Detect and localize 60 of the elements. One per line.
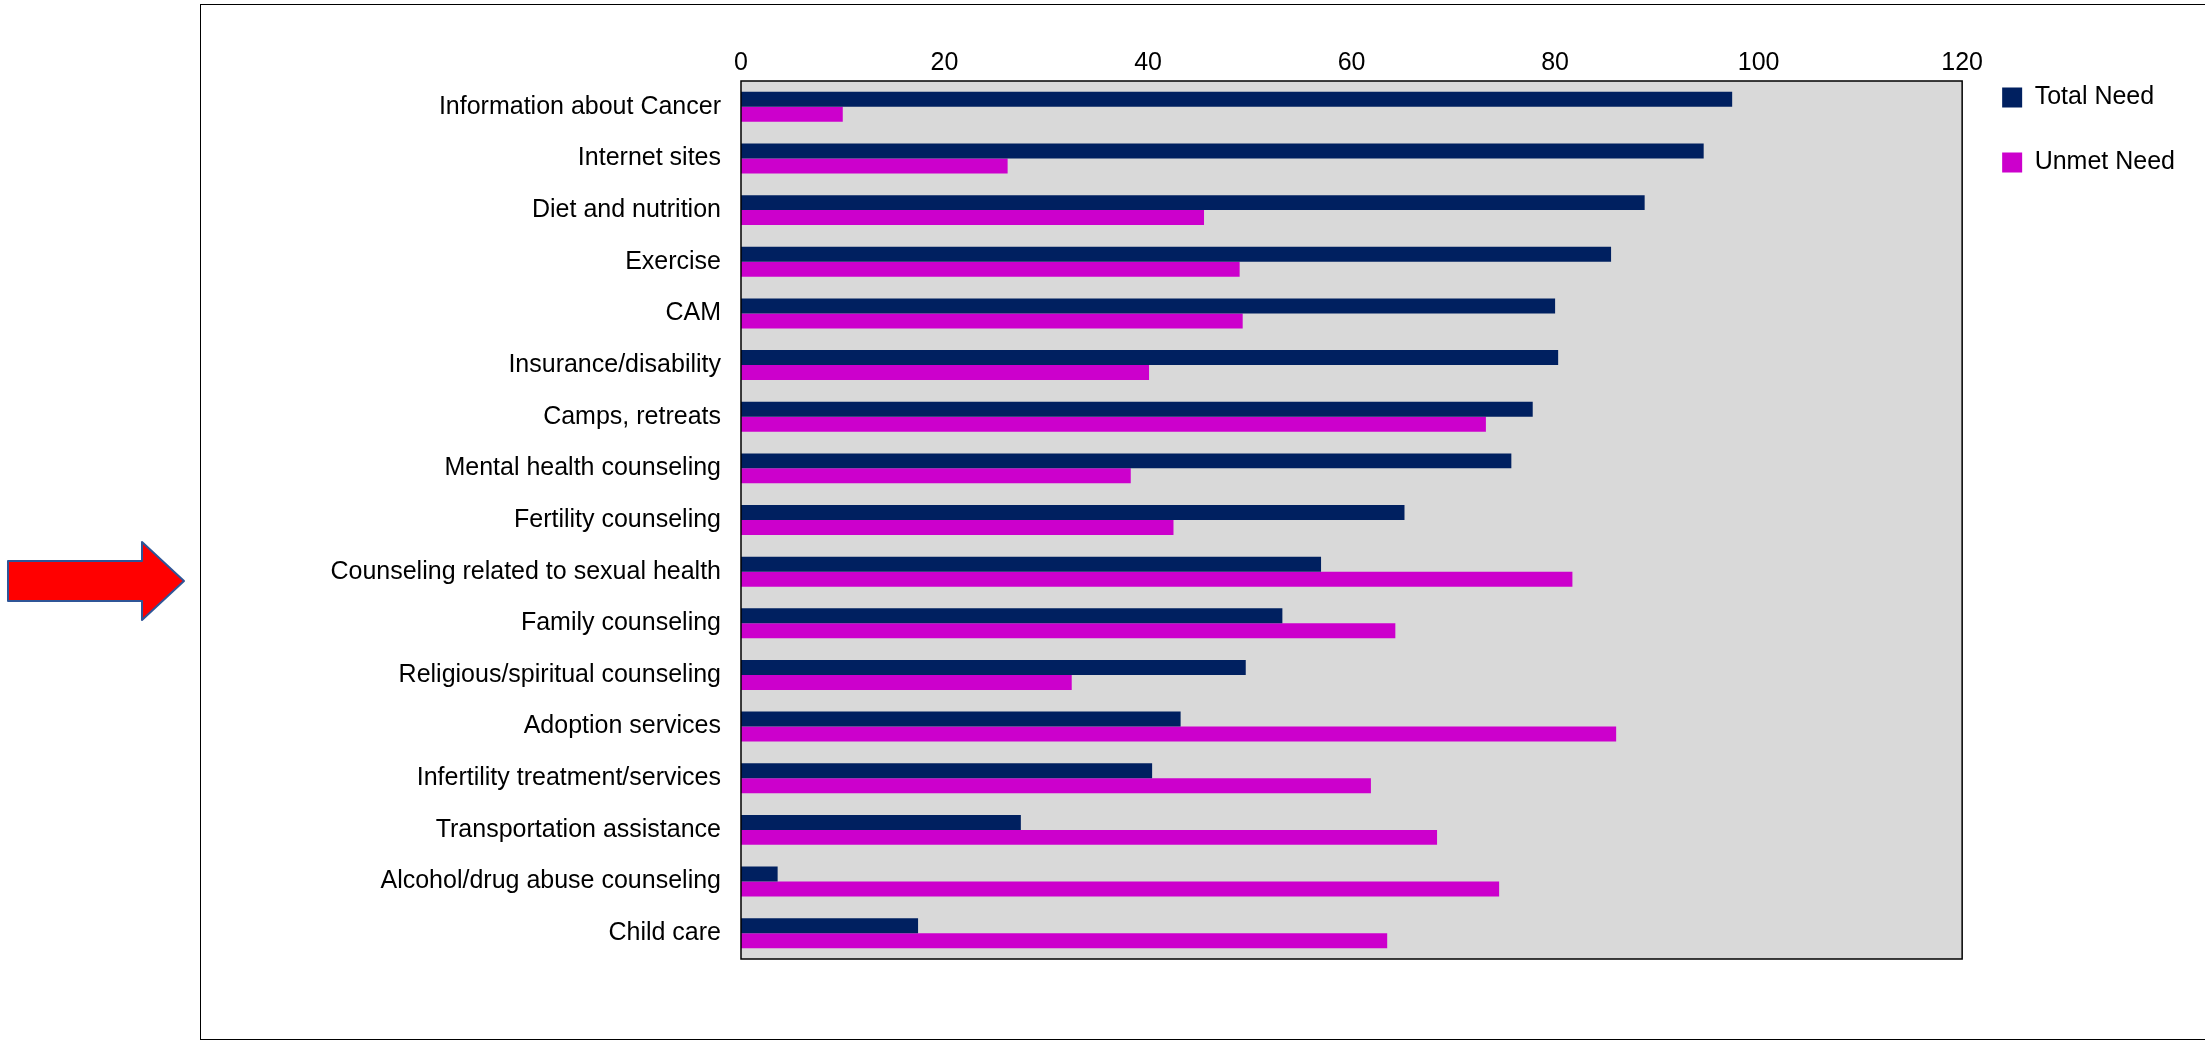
bar: [741, 520, 1174, 535]
bar: [741, 763, 1153, 779]
bar: [741, 814, 1021, 830]
bar: [741, 674, 1072, 690]
y-tick-label: CAM: [665, 297, 721, 326]
y-tick-label: Insurance/disability: [508, 348, 722, 377]
legend-label: Unmet Need: [2034, 146, 2176, 175]
bar: [741, 829, 1438, 845]
bar: [741, 106, 843, 122]
bar: [741, 556, 1322, 572]
legend-label: Total Need: [2034, 81, 2155, 110]
y-tick-label: Information about Cancer: [438, 90, 721, 119]
bar: [741, 195, 1645, 211]
bar: [741, 881, 1500, 897]
bar: [741, 91, 1733, 107]
x-tick-label: 40: [1134, 46, 1162, 75]
bar: [741, 659, 1246, 675]
y-tick-label: Mental health counseling: [444, 452, 721, 481]
x-tick-label: 0: [734, 46, 748, 75]
y-tick-label: Family counseling: [520, 607, 721, 636]
x-tick-label: 60: [1337, 46, 1366, 75]
y-tick-label: Religious/spiritual counseling: [398, 658, 721, 687]
bar: [741, 623, 1396, 639]
bar: [741, 210, 1205, 226]
bar: [741, 778, 1371, 794]
bar: [741, 350, 1559, 366]
bar: [741, 143, 1704, 159]
y-tick-label: Diet and nutrition: [531, 194, 721, 223]
y-tick-label: Counseling related to sexual health: [330, 555, 721, 584]
y-tick-label: Child care: [608, 917, 721, 946]
y-tick-label: Infertility treatment/services: [416, 762, 721, 791]
bar: [741, 401, 1533, 417]
bar: [741, 918, 919, 934]
bar: [741, 866, 778, 882]
bar: [741, 468, 1131, 484]
bar: [741, 158, 1008, 174]
bar: [741, 608, 1283, 624]
x-tick-label: 120: [1941, 46, 1984, 75]
bar: [741, 571, 1573, 587]
y-tick-label: Transportation assistance: [435, 813, 721, 842]
bar: [741, 261, 1240, 277]
bar: [741, 726, 1617, 742]
bar: [741, 313, 1243, 329]
bar: [741, 711, 1181, 727]
y-tick-label: Adoption services: [523, 710, 721, 739]
bar: [741, 505, 1405, 520]
y-tick-label: Fertility counseling: [513, 503, 721, 532]
bar: [741, 365, 1150, 381]
y-tick-label: Camps, retreats: [543, 400, 721, 429]
bar: [741, 933, 1388, 949]
y-tick-label: Exercise: [625, 245, 721, 274]
y-tick-label: Internet sites: [577, 142, 721, 171]
x-tick-label: 80: [1541, 46, 1570, 75]
x-tick-label: 20: [930, 46, 959, 75]
bar: [741, 298, 1556, 314]
bar: [741, 246, 1612, 262]
bar: [741, 453, 1512, 469]
x-tick-label: 100: [1737, 46, 1780, 75]
y-tick-label: Alcohol/drug abuse counseling: [380, 865, 721, 894]
bar: [741, 416, 1486, 432]
